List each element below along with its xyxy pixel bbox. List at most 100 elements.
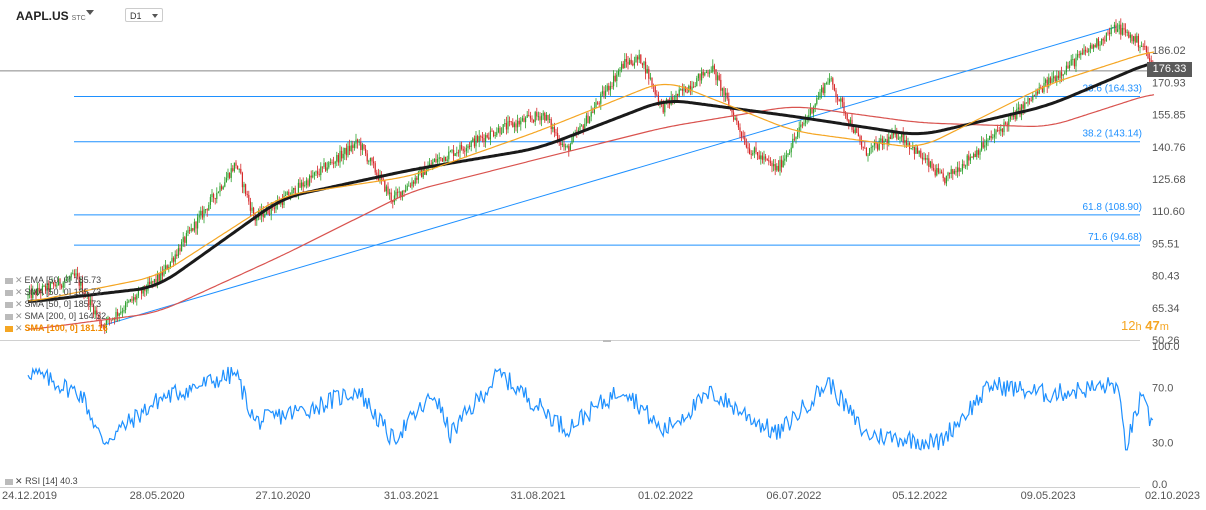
rsi-legend[interactable]: ✕ RSI [14] 40.3 — [5, 476, 78, 487]
candle-body — [281, 200, 283, 206]
close-icon[interactable]: ✕ — [15, 323, 23, 333]
candle-body — [718, 75, 720, 80]
candle-body — [477, 136, 479, 142]
close-icon[interactable]: ✕ — [15, 476, 23, 486]
indicator-legend-row[interactable]: ✕ SMA [100, 0] 181.16 — [5, 323, 108, 334]
candle-body — [737, 121, 739, 128]
candle-body — [835, 90, 837, 97]
candle-body — [997, 130, 999, 132]
candle-body — [344, 147, 346, 154]
candle-body — [480, 136, 482, 137]
grid-layer — [0, 70, 1147, 488]
candle-body — [128, 301, 130, 303]
indicator-settings-icon[interactable] — [5, 301, 13, 308]
indicator-settings-icon[interactable] — [5, 313, 13, 320]
candle-body — [123, 310, 125, 312]
timeframe-select[interactable]: D1 — [125, 8, 163, 22]
symbol-selector[interactable]: AAPL.US STC — [16, 9, 86, 23]
candle-body — [686, 92, 688, 93]
x-tick-label: 28.05.2020 — [130, 490, 185, 502]
candle-body — [645, 61, 647, 74]
candle-body — [46, 282, 48, 291]
candle-body — [72, 273, 74, 275]
candle-body — [521, 118, 523, 121]
candle-body — [832, 78, 834, 85]
candle-body — [752, 153, 754, 155]
indicator-settings-icon[interactable] — [5, 478, 13, 485]
candle-body — [454, 153, 456, 156]
candle-body — [1025, 102, 1027, 104]
candle-body — [174, 254, 176, 262]
indicator-legend-row[interactable]: ✕ SMA [50, 0] 185.73 — [5, 287, 101, 298]
candle-body — [416, 177, 418, 180]
candle-body — [565, 146, 567, 148]
candle-body — [488, 137, 490, 140]
candle-body — [363, 144, 365, 149]
candle-body — [769, 161, 771, 163]
close-icon[interactable]: ✕ — [15, 311, 23, 321]
candle-body — [534, 112, 536, 122]
candle-body — [110, 319, 112, 321]
indicator-legend-row[interactable]: ✕ EMA [50, 0] 185.73 — [5, 275, 101, 286]
candle-body — [398, 191, 400, 193]
close-icon[interactable]: ✕ — [15, 275, 23, 285]
candle-body — [920, 150, 922, 158]
candle-body — [809, 107, 811, 115]
candle-body — [1142, 45, 1144, 47]
candle-body — [814, 103, 816, 108]
candle-body — [1021, 104, 1023, 116]
indicator-legend-row[interactable]: ✕ SMA [200, 0] 164.32 — [5, 311, 106, 322]
candle-body — [853, 129, 855, 133]
candle-body — [1064, 72, 1066, 75]
candle-body — [512, 122, 514, 128]
candle-body — [880, 138, 882, 141]
candle-body — [219, 186, 221, 193]
symbol-dropdown-icon[interactable] — [86, 10, 94, 15]
candle-body — [75, 273, 77, 276]
candle-body — [632, 63, 634, 66]
fibonacci-levels[interactable]: 23.6 (164.33) 38.2 (143.14) 61.8 (108.90) 7… — [74, 26, 1142, 327]
indicator-settings-icon[interactable] — [5, 325, 13, 332]
panel-splitter-handle[interactable] — [603, 340, 611, 342]
candle-body — [694, 86, 696, 88]
rsi-y-tick-label: 30.0 — [1152, 438, 1173, 450]
candle-body — [387, 186, 389, 194]
candle-body — [336, 155, 338, 162]
candle-body — [528, 114, 530, 116]
candle-body — [757, 152, 759, 156]
indicator-settings-icon[interactable] — [5, 277, 13, 284]
indicator-legend-row[interactable]: ✕ SMA [50, 0] 185.73 — [5, 299, 101, 310]
candle-body — [973, 153, 975, 158]
candle-body — [721, 88, 723, 91]
candle-body — [513, 123, 515, 128]
candle-body — [833, 84, 835, 91]
candle-body — [723, 88, 725, 96]
candle-body — [864, 147, 866, 149]
indicator-settings-icon[interactable] — [5, 289, 13, 296]
candle-body — [205, 209, 207, 210]
candle-body — [755, 147, 757, 153]
candle-body — [1070, 59, 1072, 66]
candle-body — [70, 273, 72, 278]
candle-body — [1061, 72, 1063, 76]
candle-body — [208, 204, 210, 211]
candle-body — [94, 310, 96, 315]
candle-body — [456, 152, 458, 154]
candle-body — [304, 185, 306, 187]
candle-body — [89, 299, 91, 306]
candle-body — [885, 139, 887, 141]
candle-body — [593, 107, 595, 113]
candle-body — [705, 72, 707, 73]
candle-body — [224, 182, 226, 187]
candle-body — [947, 172, 949, 176]
close-icon[interactable]: ✕ — [15, 299, 23, 309]
candle-body — [646, 68, 648, 74]
close-icon[interactable]: ✕ — [15, 287, 23, 297]
candle-body — [299, 182, 301, 188]
candle-body — [758, 155, 760, 160]
candle-body — [161, 271, 163, 276]
candle-body — [734, 118, 736, 120]
candle-body — [184, 237, 186, 243]
candle-body — [57, 278, 59, 286]
